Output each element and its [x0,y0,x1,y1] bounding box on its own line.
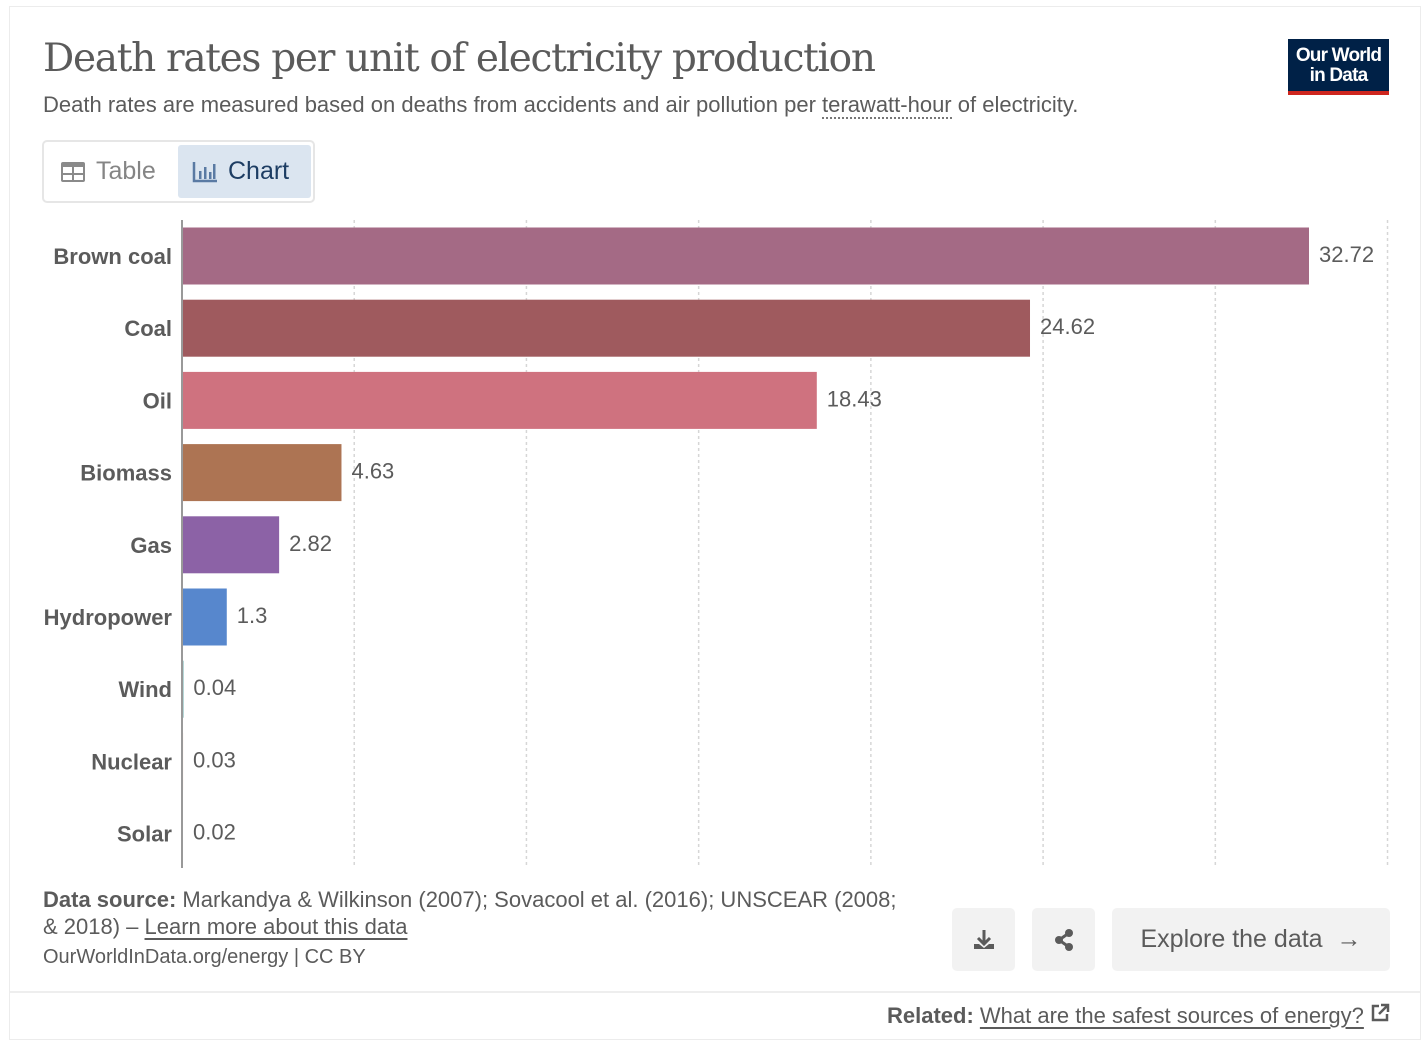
bar-biomass[interactable] [182,444,342,502]
value-label: 18.43 [827,386,882,411]
bar-chart-icon [192,161,217,182]
value-label: 2.82 [289,531,332,556]
subtitle-text: Death rates are measured based on deaths… [43,92,823,117]
data-source: Data source: Markandya & Wilkinson (2007… [43,886,903,940]
related-link[interactable]: What are the safest sources of energy? [979,1003,1364,1028]
category-label: Coal [124,316,172,341]
bar-brown-coal[interactable] [182,227,1309,285]
bar-hydropower[interactable] [182,588,227,646]
download-icon [973,929,994,949]
value-label: 4.63 [351,459,394,484]
chart-title: Death rates per unit of electricity prod… [43,36,876,81]
tab-table[interactable]: Table [60,145,156,198]
value-label: 32.72 [1319,242,1374,267]
subtitle-text-end: of electricity. [951,92,1079,117]
source-text: Markandya & Wilkinson (2007); Sovacool e… [43,887,897,939]
tab-chart[interactable]: Chart [178,145,311,198]
external-link-icon[interactable] [1370,1003,1390,1023]
source-url: OurWorldInData.org/energy | CC BY [43,946,366,968]
category-label: Biomass [80,461,172,486]
category-label: Gas [130,533,172,558]
tab-table-label: Table [96,157,156,185]
category-label: Wind [118,677,172,702]
bar-coal[interactable] [182,299,1031,357]
value-label: 24.62 [1040,314,1095,339]
category-label: Solar [117,822,172,847]
table-icon [61,161,85,182]
owid-logo[interactable]: Our World in Data [1288,39,1389,95]
bar-gas[interactable] [182,516,280,574]
arrow-right-icon: → [1336,925,1362,953]
share-icon [1054,928,1073,951]
share-button[interactable] [1032,908,1095,971]
category-label: Nuclear [91,749,172,774]
source-label: Data source: [43,887,177,912]
card-border [9,6,1421,1040]
related-label: Related: [886,1003,974,1028]
learn-more-link[interactable]: Learn more about this data [144,914,408,939]
terawatt-hour-term[interactable]: terawatt-hour [822,92,952,119]
category-label: Hydropower [44,605,173,630]
divider [10,991,1420,993]
related-article: Related: What are the safest sources of … [887,1003,1390,1029]
explore-data-button[interactable]: Explore the data → [1112,908,1390,971]
category-label: Oil [143,388,172,413]
download-button[interactable] [952,908,1015,971]
category-label: Brown coal [53,244,172,269]
logo-line-2: in Data [1309,65,1369,86]
value-label: 1.3 [237,603,268,628]
chart-subtitle: Death rates are measured based on deaths… [43,92,1079,119]
tab-chart-label: Chart [228,157,290,185]
value-label: 0.04 [193,675,236,700]
value-label: 0.02 [193,820,236,845]
logo-line-1: Our World [1295,45,1382,66]
explore-label: Explore the data [1140,925,1323,953]
view-tabs: Table Chart [42,140,315,203]
value-label: 0.03 [193,747,236,772]
bar-oil[interactable] [182,371,817,429]
